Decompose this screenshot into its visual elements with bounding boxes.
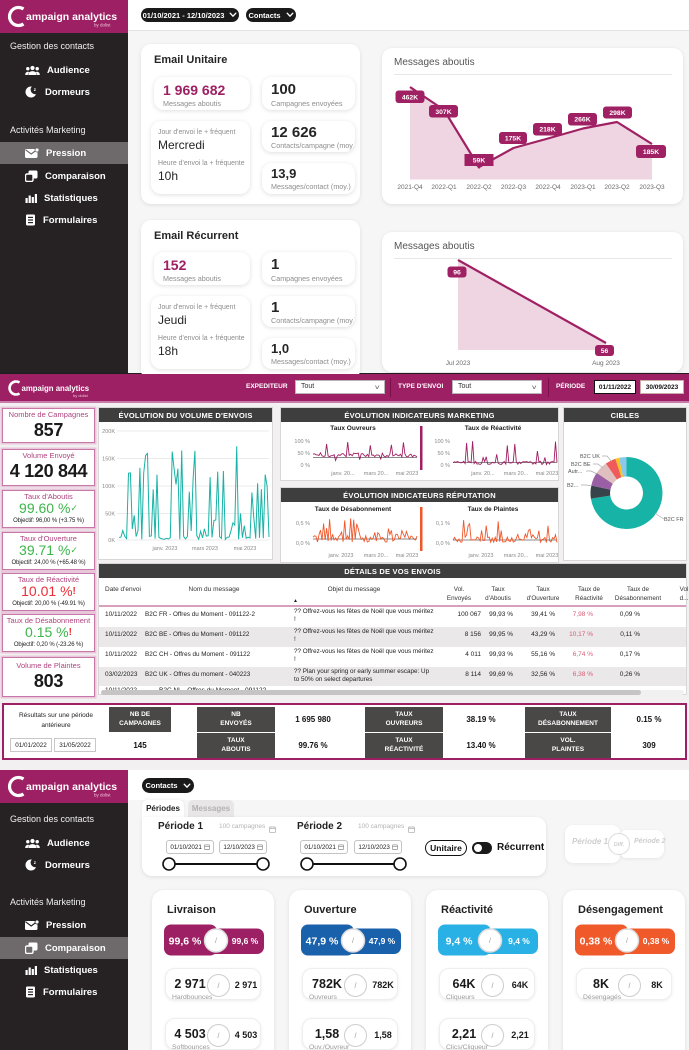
svg-text:47,9 %: 47,9 % [369,936,396,946]
svg-text:ampaign analytics: ampaign analytics [26,11,117,23]
svg-text:2022-Q2: 2022-Q2 [466,184,492,191]
svg-text:mai 2023: mai 2023 [536,471,558,477]
svg-text:Aug 2023: Aug 2023 [592,360,620,367]
svg-text:59K: 59K [473,158,486,165]
svg-text:mars 20...: mars 20... [364,471,389,477]
svg-text:50 %: 50 % [437,451,450,457]
svg-text:z: z [34,860,37,865]
svg-text:0,0 %: 0,0 % [436,541,450,547]
svg-text:Taux de Réactivité: Taux de Réactivité [465,425,522,432]
svg-text:100 %: 100 % [294,439,310,445]
svg-text:by dolist: by dolist [94,793,111,798]
svg-text:mai 2023: mai 2023 [396,471,419,477]
svg-text:9,4 %: 9,4 % [446,936,474,948]
svg-text:50K: 50K [105,512,115,518]
svg-text:0,38 %: 0,38 % [643,936,670,946]
svg-text:/: / [215,938,217,945]
svg-text:mars 20...: mars 20... [504,471,529,477]
svg-text:B2C UK: B2C UK [580,454,600,460]
svg-text:Autr...: Autr... [568,469,583,475]
svg-text:0,0 %: 0,0 % [296,541,310,547]
svg-text:mai 2023: mai 2023 [234,546,257,552]
svg-text:47,9 %: 47,9 % [306,936,339,948]
svg-text:0 %: 0 % [441,463,451,469]
svg-text:2021-Q4: 2021-Q4 [397,184,423,191]
svg-text:0,1 %: 0,1 % [436,521,450,527]
svg-text:janv. 20...: janv. 20... [470,471,495,477]
svg-text:307K: 307K [435,109,451,116]
svg-text:/: / [352,938,354,945]
svg-text:mars 20...: mars 20... [504,553,529,559]
svg-text:janv. 2023: janv. 2023 [468,553,494,559]
svg-text:mai 2023: mai 2023 [536,553,558,559]
svg-text:janv. 20...: janv. 20... [330,471,355,477]
svg-text:B2C BE: B2C BE [571,462,591,468]
svg-text:56: 56 [601,348,609,355]
svg-text:218K: 218K [539,127,555,134]
svg-text:/: / [626,938,628,945]
svg-text:Taux de Plaintes: Taux de Plaintes [468,506,519,513]
svg-text:96: 96 [453,270,461,277]
svg-text:0,38 %: 0,38 % [580,936,613,948]
svg-text:0K: 0K [108,538,115,544]
svg-text:Taux Ouvreurs: Taux Ouvreurs [330,425,376,432]
svg-text:2023-Q1: 2023-Q1 [570,184,596,191]
svg-text:by dolist: by dolist [94,23,111,28]
svg-text:2022-Q1: 2022-Q1 [431,184,457,191]
svg-text:100K: 100K [102,484,115,490]
svg-text:mars 20...: mars 20... [364,553,389,559]
svg-text:175K: 175K [505,136,521,143]
svg-text:janv. 2023: janv. 2023 [152,546,178,552]
svg-text:/: / [489,938,491,945]
svg-text:mai 2023: mai 2023 [396,553,419,559]
svg-text:99,6 %: 99,6 % [169,936,202,948]
svg-text:462K: 462K [402,95,418,102]
svg-text:B2...: B2... [567,483,579,489]
svg-text:99,6 %: 99,6 % [232,936,259,946]
svg-text:0,5 %: 0,5 % [296,521,310,527]
svg-text:2022-Q4: 2022-Q4 [535,184,561,191]
svg-text:Jul 2023: Jul 2023 [446,360,471,367]
svg-text:100 %: 100 % [434,439,450,445]
svg-text:2023-Q2: 2023-Q2 [604,184,630,191]
svg-text:2022-Q3: 2022-Q3 [501,184,527,191]
svg-text:150K: 150K [102,457,115,463]
svg-text:B2C FR: B2C FR [664,517,684,523]
svg-text:50 %: 50 % [297,451,310,457]
svg-text:266K: 266K [574,117,590,124]
svg-text:298K: 298K [609,110,625,117]
svg-text:2023-Q3: 2023-Q3 [639,184,665,191]
svg-text:ampaign analytics: ampaign analytics [26,781,117,793]
svg-text:janv. 2023: janv. 2023 [328,553,354,559]
svg-text:0 %: 0 % [301,463,311,469]
svg-text:185K: 185K [643,149,659,156]
svg-text:ampaign analytics: ampaign analytics [22,384,90,393]
svg-text:200K: 200K [102,429,115,435]
svg-text:z: z [34,87,37,92]
svg-text:by dolist: by dolist [73,393,89,398]
svg-text:mars 2023: mars 2023 [192,546,218,552]
svg-text:9,4 %: 9,4 % [508,936,530,946]
svg-text:Taux de Désabonnement: Taux de Désabonnement [315,506,392,513]
